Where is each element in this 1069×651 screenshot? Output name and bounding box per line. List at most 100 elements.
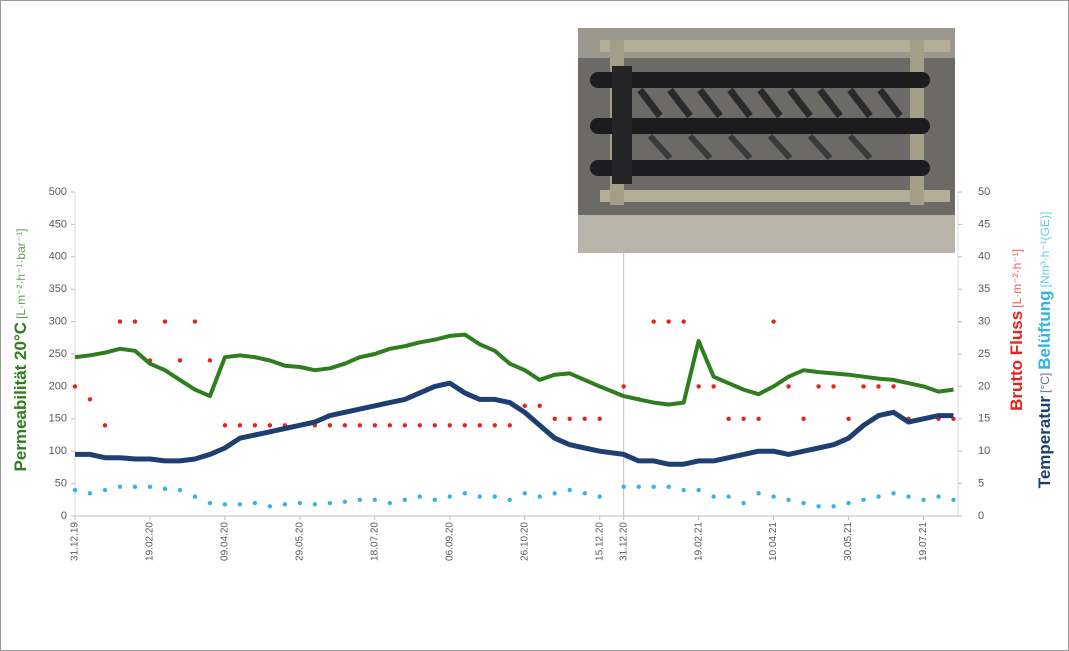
data-point	[876, 494, 880, 498]
data-point	[478, 423, 482, 427]
x-tick-label: 31.12.20	[618, 522, 629, 561]
data-point	[298, 501, 302, 505]
data-point	[88, 491, 92, 495]
x-tick-label: 19.02.20	[145, 522, 156, 561]
y-tick-label: 50	[55, 478, 67, 490]
y-tick-label: 250	[49, 348, 67, 360]
data-point	[253, 501, 257, 505]
data-point	[696, 384, 700, 388]
flux-title-unit: [L·m⁻²·h⁻¹]	[1010, 249, 1024, 308]
x-tick-label: 06.09.20	[444, 522, 455, 561]
data-point	[193, 319, 197, 323]
data-point	[583, 491, 587, 495]
x-tick-label: 30.05.21	[843, 522, 854, 561]
data-point	[598, 417, 602, 421]
data-point	[463, 491, 467, 495]
data-point	[88, 397, 92, 401]
data-point	[861, 384, 865, 388]
data-point	[621, 485, 625, 489]
data-point	[906, 494, 910, 498]
data-point	[936, 494, 940, 498]
data-point	[478, 494, 482, 498]
data-point	[328, 501, 332, 505]
y2-axis-title-temp-air: Temperatur [°C] Belüftung [Nm³·h⁻¹(GE)]	[1035, 212, 1054, 489]
y-title-main: Permeabilität 20°C	[11, 322, 30, 471]
y2-tick-label: 0	[978, 510, 984, 522]
data-point	[786, 498, 790, 502]
data-point	[343, 423, 347, 427]
y2-tick-label: 35	[978, 283, 990, 295]
y-tick-label: 500	[49, 186, 67, 198]
y-tick-label: 350	[49, 283, 67, 295]
data-point	[711, 384, 715, 388]
data-point	[771, 494, 775, 498]
y-tick-label: 150	[49, 413, 67, 425]
y-title-unit: [L·m⁻²·h⁻¹·bar⁻¹]	[14, 229, 28, 319]
data-point	[553, 491, 557, 495]
chart: 0501001502002503003504004505000510152025…	[0, 0, 1069, 651]
temp-title-unit: [°C]	[1038, 373, 1052, 393]
data-point	[651, 319, 655, 323]
data-point	[448, 423, 452, 427]
data-point	[433, 423, 437, 427]
data-point	[681, 319, 685, 323]
data-point	[148, 485, 152, 489]
data-point	[133, 319, 137, 323]
y-tick-label: 300	[49, 316, 67, 328]
data-point	[741, 501, 745, 505]
data-point	[493, 423, 497, 427]
data-point	[651, 485, 655, 489]
y-tick-label: 200	[49, 380, 67, 392]
data-point	[103, 423, 107, 427]
y2-tick-label: 50	[978, 186, 990, 198]
x-tick-label: 19.07.21	[918, 522, 929, 561]
data-point	[756, 491, 760, 495]
data-point	[388, 501, 392, 505]
y2-tick-label: 20	[978, 380, 990, 392]
data-point	[756, 417, 760, 421]
data-point	[268, 423, 272, 427]
data-point	[208, 358, 212, 362]
y-tick-label: 400	[49, 251, 67, 263]
x-tick-label: 09.04.20	[220, 522, 231, 561]
data-point	[846, 417, 850, 421]
y-tick-label: 0	[61, 510, 67, 522]
data-point	[508, 498, 512, 502]
data-point	[223, 502, 227, 506]
data-point	[696, 488, 700, 492]
y2-tick-label: 45	[978, 218, 990, 230]
data-point	[238, 423, 242, 427]
data-point	[253, 423, 257, 427]
data-point	[831, 504, 835, 508]
data-point	[403, 423, 407, 427]
data-point	[163, 487, 167, 491]
data-point	[741, 417, 745, 421]
data-point	[771, 319, 775, 323]
x-tick-label: 26.10.20	[519, 522, 530, 561]
data-point	[223, 423, 227, 427]
data-point	[523, 404, 527, 408]
data-point	[846, 501, 850, 505]
air-title-unit: [Nm³·h⁻¹(GE)]	[1038, 212, 1052, 288]
data-point	[801, 501, 805, 505]
data-point	[801, 417, 805, 421]
data-point	[343, 500, 347, 504]
data-point	[448, 494, 452, 498]
x-tick-label: 19.02.21	[693, 522, 704, 561]
y-tick-label: 100	[49, 445, 67, 457]
photo	[578, 28, 955, 253]
x-tick-label: 15.12.20	[594, 522, 605, 561]
data-point	[583, 417, 587, 421]
data-point	[418, 494, 422, 498]
data-point	[358, 423, 362, 427]
x-tick-label: 10.04.21	[768, 522, 779, 561]
data-point	[373, 423, 377, 427]
data-point	[786, 384, 790, 388]
air-title-main: Belüftung	[1035, 290, 1054, 369]
flux-title-main: Brutto Fluss	[1007, 311, 1026, 411]
data-point	[598, 494, 602, 498]
data-point	[283, 502, 287, 506]
data-point	[118, 485, 122, 489]
data-point	[493, 494, 497, 498]
data-point	[178, 358, 182, 362]
